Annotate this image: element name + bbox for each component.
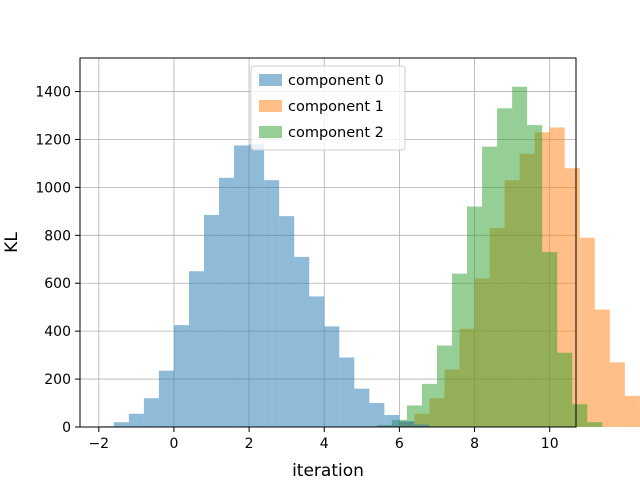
y-tick-label-7: 1400	[35, 85, 71, 101]
bar-2-4	[436, 345, 452, 427]
bar-2-13	[572, 404, 588, 427]
bar-0-4	[158, 370, 174, 427]
x-axis: −2 0 2 4 6 8 10	[88, 427, 559, 452]
bar-0-16	[339, 357, 355, 427]
bar-1-15	[609, 362, 625, 427]
bar-0-6	[188, 271, 204, 427]
y-tick-label-6: 1200	[35, 132, 71, 148]
x-tick-label-2: 2	[245, 436, 254, 452]
bar-2-8	[497, 108, 513, 428]
bar-0-18	[369, 403, 385, 427]
legend-box	[250, 65, 406, 151]
y-tick-label-4: 800	[44, 228, 71, 244]
bar-2-9	[512, 86, 528, 428]
legend-label-1: component 1	[288, 99, 384, 115]
bar-0-3	[143, 398, 159, 427]
x-tick-label-3: 4	[320, 436, 329, 452]
y-tick-label-5: 1000	[35, 180, 71, 196]
bar-1-14	[594, 309, 610, 427]
y-tick-label-1: 200	[44, 372, 71, 388]
bar-2-5	[452, 273, 468, 427]
y-tick-label-3: 600	[44, 276, 71, 292]
bar-2-3	[421, 383, 437, 427]
x-tick-label-1: 0	[169, 436, 178, 452]
bar-2-14	[587, 422, 603, 427]
bar-1-13	[579, 237, 595, 427]
bar-0-17	[354, 388, 370, 427]
bar-0-14	[309, 296, 325, 427]
bar-0-12	[279, 216, 295, 427]
x-tick-label-5: 8	[470, 436, 479, 452]
bar-0-13	[294, 256, 310, 427]
x-tick-label-4: 6	[395, 436, 404, 452]
bar-2-10	[527, 125, 543, 427]
series-0	[98, 144, 445, 427]
bar-2-6	[467, 206, 483, 427]
bar-0-7	[204, 214, 220, 427]
bar-0-11	[264, 180, 280, 427]
bar-1-16	[624, 395, 640, 427]
plot-frame	[79, 57, 577, 428]
bar-0-21	[414, 424, 430, 427]
bars	[98, 86, 640, 428]
bar-0-15	[324, 326, 340, 427]
series-2	[376, 86, 603, 428]
x-axis-title: iteration	[292, 461, 364, 480]
y-axis: 0 200 400 600 800 1000 1200 1400	[35, 85, 80, 436]
bar-0-1	[113, 422, 129, 427]
legend-swatch-1	[259, 100, 282, 112]
bar-2-12	[557, 352, 573, 427]
bar-2-7	[482, 146, 498, 428]
bar-0-10	[249, 144, 265, 427]
y-tick-label-2: 400	[44, 324, 71, 340]
bar-0-19	[384, 415, 400, 427]
legend-swatch-0	[259, 74, 282, 86]
legend-label-2: component 2	[288, 125, 384, 141]
bar-2-11	[542, 252, 558, 427]
bar-0-2	[128, 413, 144, 427]
legend-label-0: component 0	[288, 73, 384, 89]
bar-0-20	[399, 421, 415, 427]
y-axis-title: KL	[2, 232, 22, 253]
bar-0-8	[219, 177, 235, 427]
x-tick-label-0: −2	[88, 436, 109, 452]
y-tick-label-0: 0	[62, 420, 71, 436]
bar-0-9	[234, 145, 250, 427]
bar-0-5	[173, 325, 189, 427]
legend: component 0 component 1 component 2	[250, 65, 406, 151]
legend-swatch-2	[259, 126, 282, 138]
x-tick-label-6: 10	[541, 436, 559, 452]
